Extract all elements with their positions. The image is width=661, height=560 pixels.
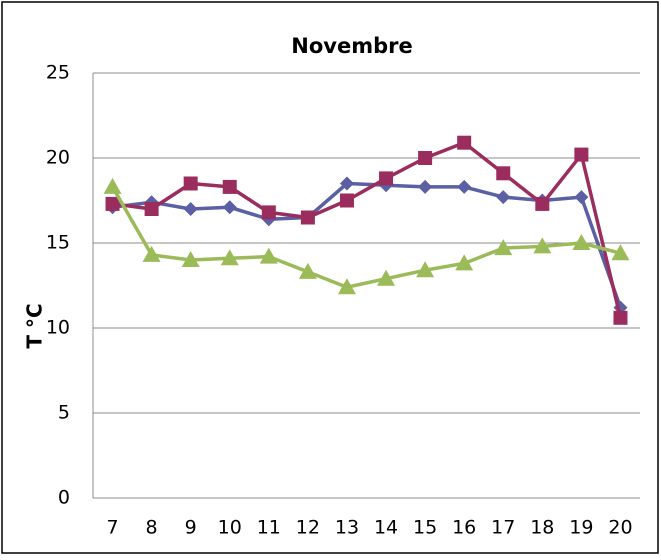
point [377, 269, 396, 286]
point [535, 196, 550, 211]
point [300, 210, 315, 225]
point [455, 254, 474, 271]
x-tick-label: 14 [374, 517, 398, 539]
y-axis-label: T °C [23, 303, 47, 348]
point [574, 190, 589, 205]
x-tick-label: 20 [608, 517, 632, 539]
point [144, 202, 159, 216]
x-tick-label: 17 [491, 517, 515, 539]
point [259, 247, 278, 264]
x-tick-label: 19 [569, 517, 593, 539]
x-tick-label: 9 [185, 517, 197, 539]
point [496, 190, 511, 205]
series-line [111, 186, 621, 289]
point [457, 179, 472, 194]
point [220, 249, 239, 266]
x-tick-label: 15 [413, 517, 437, 539]
point [496, 166, 511, 181]
point [418, 151, 433, 165]
point [222, 200, 237, 215]
x-tick-label: 8 [146, 517, 158, 539]
point [339, 176, 354, 191]
y-tick-label: 25 [46, 62, 70, 84]
point [379, 171, 394, 186]
point [142, 245, 161, 262]
point [418, 179, 433, 194]
point [337, 278, 356, 295]
point [613, 310, 628, 325]
point [222, 179, 237, 194]
point [261, 205, 276, 220]
point [105, 196, 120, 211]
point [339, 193, 354, 208]
x-tick-label: 18 [530, 517, 554, 539]
point [183, 202, 198, 216]
y-tick-label: 5 [58, 402, 70, 424]
y-tick-label: 20 [46, 147, 70, 169]
point [533, 237, 552, 254]
point [183, 176, 198, 191]
point [574, 147, 589, 162]
point [457, 135, 472, 150]
x-tick-label: 13 [335, 517, 359, 539]
point [494, 239, 513, 256]
point [572, 234, 591, 250]
x-tick-label: 12 [296, 517, 320, 539]
x-tick-label: 10 [218, 517, 242, 539]
y-tick-label: 10 [46, 317, 70, 339]
point [611, 244, 630, 261]
x-tick-label: 7 [106, 517, 118, 539]
y-tick-label: 15 [46, 232, 70, 254]
x-tick-label: 11 [257, 517, 281, 539]
point [298, 262, 317, 279]
x-tick-label: 16 [452, 517, 476, 539]
point [416, 261, 435, 278]
chart-title: Novembre [291, 34, 412, 58]
point [103, 177, 122, 194]
point [181, 251, 200, 267]
y-tick-label: 0 [58, 487, 70, 509]
